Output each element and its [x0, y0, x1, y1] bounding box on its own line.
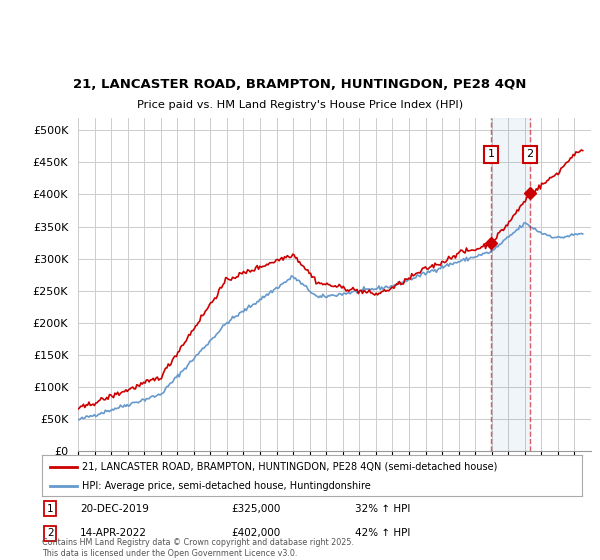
Text: Price paid vs. HM Land Registry's House Price Index (HPI): Price paid vs. HM Land Registry's House … — [137, 100, 463, 110]
Text: £402,000: £402,000 — [231, 528, 280, 538]
Text: 2: 2 — [526, 150, 533, 159]
Text: Contains HM Land Registry data © Crown copyright and database right 2025.
This d: Contains HM Land Registry data © Crown c… — [42, 538, 354, 558]
Text: 32% ↑ HPI: 32% ↑ HPI — [355, 503, 410, 514]
Text: £325,000: £325,000 — [231, 503, 280, 514]
Text: 14-APR-2022: 14-APR-2022 — [80, 528, 147, 538]
Text: 42% ↑ HPI: 42% ↑ HPI — [355, 528, 410, 538]
Text: 20-DEC-2019: 20-DEC-2019 — [80, 503, 149, 514]
Text: 21, LANCASTER ROAD, BRAMPTON, HUNTINGDON, PE28 4QN (semi-detached house): 21, LANCASTER ROAD, BRAMPTON, HUNTINGDON… — [83, 461, 498, 472]
Text: 2: 2 — [47, 528, 53, 538]
Bar — [491, 118, 530, 451]
Text: 1: 1 — [47, 503, 53, 514]
Text: HPI: Average price, semi-detached house, Huntingdonshire: HPI: Average price, semi-detached house,… — [83, 480, 371, 491]
Text: 21, LANCASTER ROAD, BRAMPTON, HUNTINGDON, PE28 4QN: 21, LANCASTER ROAD, BRAMPTON, HUNTINGDON… — [73, 78, 527, 91]
Text: 1: 1 — [488, 150, 495, 159]
